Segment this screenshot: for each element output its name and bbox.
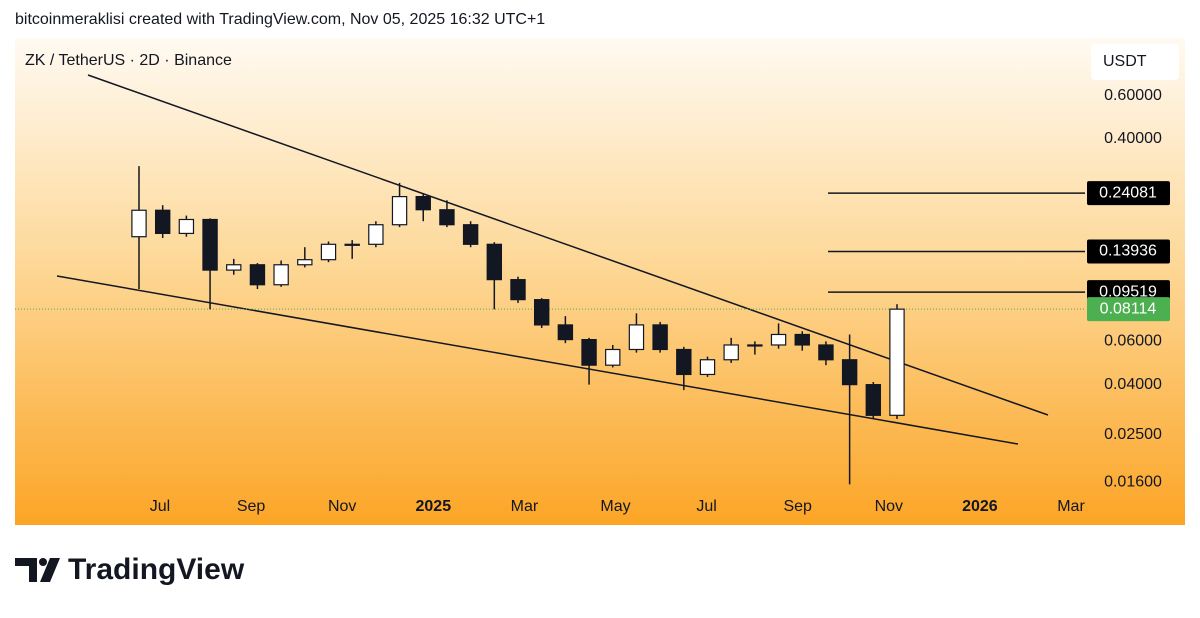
candle-body <box>391 195 408 226</box>
candle-body <box>202 218 218 271</box>
lower-trend-line <box>56 275 1019 445</box>
x-tick-label: Jul <box>150 498 170 515</box>
last-price-label: 0.08114 <box>1100 300 1157 317</box>
logo-dot <box>39 558 47 566</box>
x-tick-label: 2025 <box>416 498 452 515</box>
logo-slash <box>40 558 60 582</box>
candle-body <box>510 279 526 301</box>
candle-body <box>889 308 905 416</box>
price-level-box <box>1087 181 1170 206</box>
candle-body <box>439 209 455 226</box>
x-tick-label: 2026 <box>962 498 998 515</box>
x-tick-label: Sep <box>237 498 266 515</box>
candle-body <box>154 209 171 235</box>
currency: USDT <box>1103 53 1147 70</box>
x-tick-label: Mar <box>1057 498 1085 515</box>
candle-body <box>676 348 692 376</box>
brand: TradingView <box>68 553 245 586</box>
x-tick-label: May <box>600 498 630 515</box>
candle-body <box>415 195 431 211</box>
chart-title: ZK / TetherUS · 2D · Binance <box>25 52 232 69</box>
candle-body <box>841 359 858 386</box>
candle-body <box>178 218 195 235</box>
y-tick-label: 0.01600 <box>1104 474 1162 491</box>
price-level-label: 0.09519 <box>1099 283 1157 300</box>
x-tick-label: Nov <box>875 498 903 515</box>
upper-trend-line <box>87 74 1049 416</box>
last-price-box <box>1087 297 1170 322</box>
candle-body <box>628 324 645 351</box>
candle-body <box>249 264 266 286</box>
y-tick-label: 0.60000 <box>1104 87 1162 104</box>
y-tick-label: 0.02500 <box>1104 426 1162 443</box>
candle-body <box>226 264 242 271</box>
candle-body <box>462 224 479 245</box>
y-tick-label: 0.06000 <box>1104 333 1162 350</box>
candle-body <box>699 359 716 376</box>
candle-body <box>770 333 787 346</box>
candle-body <box>486 243 503 281</box>
logo: TradingView <box>15 553 245 586</box>
candle-body <box>320 243 337 261</box>
candle-body <box>368 224 384 245</box>
x-tick-label: Jul <box>696 498 716 515</box>
y-tick-label: 0.40000 <box>1104 130 1162 147</box>
price-level-label: 0.13936 <box>1099 243 1157 260</box>
candle-body <box>297 259 313 266</box>
candle-body <box>605 348 621 366</box>
plot: 0.60000 0.40000 0.06000 0.04000 0.02500 0.016… <box>15 87 1170 515</box>
candle-body <box>723 344 739 361</box>
candle-body <box>557 324 574 341</box>
candle-body <box>818 344 834 361</box>
candle-body <box>794 333 810 346</box>
price-level-label: 0.24081 <box>1099 184 1157 201</box>
candle-body <box>131 209 147 238</box>
candle-body <box>344 243 360 246</box>
candle-body <box>533 299 550 326</box>
attribution: bitcoinmeraklisi created with TradingVie… <box>15 11 545 28</box>
candle-body <box>652 324 668 351</box>
x-tick-label: Sep <box>783 498 812 515</box>
price-level-box <box>1087 239 1170 264</box>
x-tick-label: Nov <box>328 498 356 515</box>
logo-mark <box>15 558 37 582</box>
y-tick-label: 0.04000 <box>1104 376 1162 393</box>
candle-body <box>273 264 289 286</box>
candle-body <box>747 344 763 347</box>
x-tick-label: Mar <box>511 498 539 515</box>
candle-body <box>865 384 882 416</box>
candle-body <box>581 338 597 366</box>
currency-box <box>1091 44 1179 80</box>
